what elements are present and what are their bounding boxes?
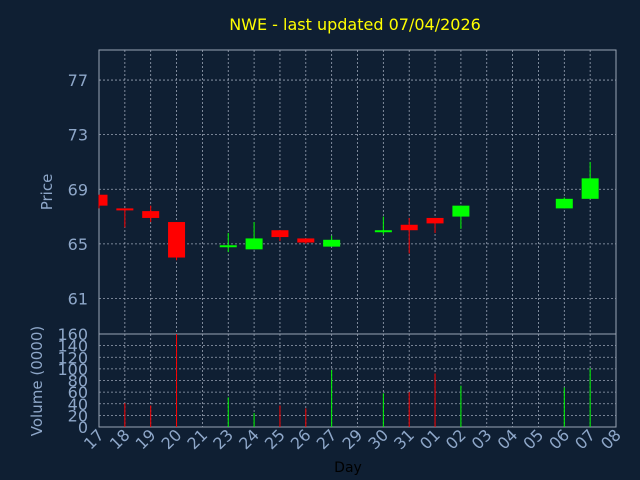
- candle-body: [581, 178, 599, 199]
- candle-body: [116, 208, 134, 211]
- x-tick-label: 19: [132, 425, 160, 453]
- price-tick-label: 77: [68, 71, 88, 90]
- price-axis-label: Price: [38, 174, 56, 211]
- candle-body: [426, 217, 444, 224]
- volume-tick-label: 80: [68, 372, 88, 391]
- volume-tick-label: 0: [78, 418, 88, 437]
- x-tick-label: 25: [261, 425, 289, 453]
- candle-body: [323, 239, 341, 247]
- volume-tick-label: 60: [68, 383, 88, 402]
- candle-body: [168, 222, 186, 258]
- chart-title: NWE - last updated 07/04/2026: [229, 15, 481, 34]
- candle-body: [219, 245, 237, 248]
- candle-body: [99, 194, 108, 206]
- volume-tick-label: 160: [57, 325, 88, 344]
- volume-axis-label: Volume (0000): [28, 326, 46, 436]
- candles: [98, 161, 599, 261]
- x-tick-label: 29: [338, 425, 366, 453]
- x-tick-label: 18: [106, 425, 134, 453]
- candle-body: [245, 238, 263, 250]
- x-tick-label: 24: [235, 425, 263, 453]
- price-axis-ticks: 61 65 69 73 77: [68, 71, 88, 308]
- candle-body: [452, 205, 470, 217]
- price-grid: [99, 50, 616, 334]
- price-tick-label: 65: [68, 235, 88, 254]
- x-tick-label: 26: [287, 425, 315, 453]
- x-tick-label: 01: [416, 425, 444, 453]
- candle-body: [297, 238, 315, 243]
- x-tick-label: 05: [519, 425, 547, 453]
- candle-body: [400, 224, 418, 231]
- candle-body: [271, 230, 289, 238]
- x-tick-label: 31: [390, 425, 418, 453]
- x-tick-label: 23: [209, 425, 237, 453]
- candle-body: [374, 230, 392, 233]
- x-axis-label: Day: [334, 460, 362, 476]
- price-tick-label: 61: [68, 290, 88, 309]
- volume-panel-frame: [98, 333, 617, 428]
- price-tick-label: 69: [68, 180, 88, 199]
- x-tick-label: 06: [545, 425, 573, 453]
- x-tick-label: 30: [364, 425, 392, 453]
- candle-body: [555, 198, 573, 209]
- volume-tick-label: 40: [68, 395, 88, 414]
- day-axis-ticks: 1718192021232425262729303101020304050607…: [80, 425, 625, 453]
- x-tick-label: 04: [494, 425, 522, 453]
- volume-bars: [124, 334, 591, 427]
- volume-tick-label: 20: [68, 406, 88, 425]
- x-tick-label: 20: [158, 425, 186, 453]
- volume-tick-label: 140: [57, 337, 88, 356]
- x-tick-label: 07: [571, 425, 599, 453]
- price-tick-label: 73: [68, 126, 88, 145]
- x-tick-label: 27: [313, 425, 341, 453]
- x-tick-label: 21: [183, 425, 211, 453]
- volume-tick-label: 100: [57, 360, 88, 379]
- x-tick-label: 03: [468, 425, 496, 453]
- x-tick-label: 08: [597, 425, 625, 453]
- candle-body: [142, 211, 160, 218]
- x-tick-label: 02: [442, 425, 470, 453]
- volume-tick-label: 120: [57, 348, 88, 367]
